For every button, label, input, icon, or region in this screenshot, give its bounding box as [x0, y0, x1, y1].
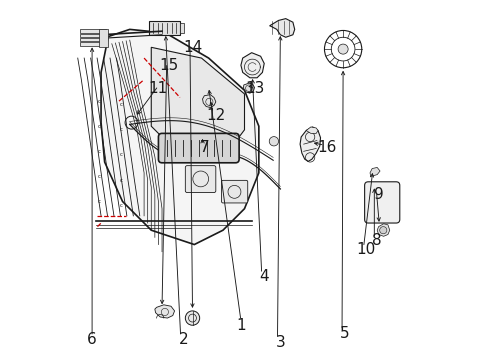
Text: c: c [98, 124, 101, 129]
Circle shape [379, 226, 386, 234]
FancyBboxPatch shape [364, 182, 399, 223]
Polygon shape [202, 95, 215, 108]
Polygon shape [369, 167, 379, 176]
FancyBboxPatch shape [185, 166, 215, 193]
Text: 15: 15 [159, 58, 179, 73]
Text: 2: 2 [178, 332, 188, 347]
FancyBboxPatch shape [158, 134, 239, 163]
Polygon shape [80, 30, 106, 33]
Circle shape [337, 44, 347, 54]
Text: c: c [119, 102, 122, 107]
Text: 13: 13 [245, 81, 264, 96]
Text: 10: 10 [356, 242, 375, 257]
Polygon shape [80, 38, 106, 41]
Polygon shape [80, 34, 106, 37]
Text: 16: 16 [317, 140, 336, 155]
Circle shape [185, 311, 199, 325]
Text: 14: 14 [183, 40, 202, 55]
Polygon shape [155, 305, 174, 318]
Circle shape [269, 136, 278, 146]
Polygon shape [101, 30, 258, 244]
Text: c: c [119, 177, 122, 183]
Polygon shape [241, 53, 264, 78]
Text: 7: 7 [200, 140, 209, 155]
Polygon shape [376, 224, 389, 236]
Text: 6: 6 [87, 332, 97, 347]
Polygon shape [300, 127, 320, 161]
Text: c: c [98, 99, 101, 104]
Text: 4: 4 [259, 269, 268, 284]
Polygon shape [305, 127, 317, 134]
Text: 9: 9 [373, 187, 383, 202]
Polygon shape [243, 83, 254, 93]
Text: 3: 3 [275, 334, 285, 350]
Text: 11: 11 [148, 81, 168, 96]
Text: c: c [98, 199, 101, 204]
Text: 5: 5 [339, 326, 349, 341]
Text: 12: 12 [206, 108, 225, 123]
FancyBboxPatch shape [221, 180, 247, 203]
Polygon shape [80, 42, 106, 45]
Polygon shape [151, 47, 244, 162]
Text: c: c [119, 152, 122, 157]
Polygon shape [99, 30, 108, 47]
Text: c: c [119, 127, 122, 132]
Text: 8: 8 [372, 234, 381, 248]
Polygon shape [269, 19, 294, 37]
Polygon shape [149, 21, 180, 35]
Text: c: c [119, 203, 122, 208]
Text: 1: 1 [236, 318, 245, 333]
Text: c: c [98, 149, 101, 154]
Text: c: c [98, 174, 101, 179]
Polygon shape [180, 23, 184, 33]
